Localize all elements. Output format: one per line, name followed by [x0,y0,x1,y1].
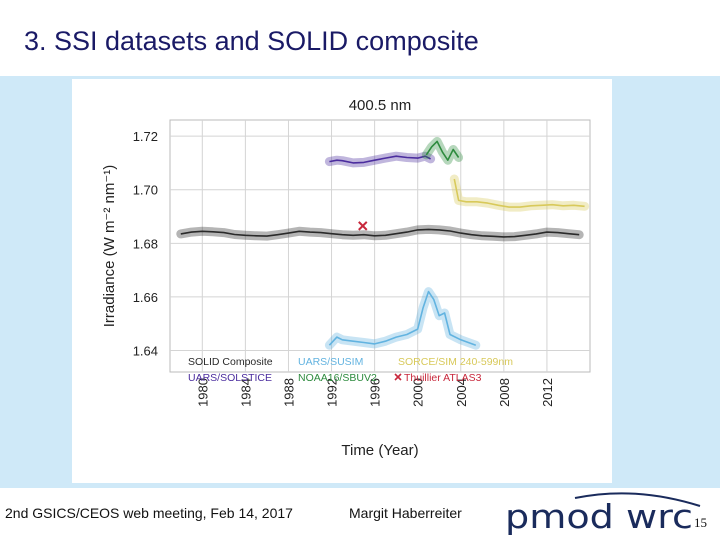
series-line-noaa16-sbuv2 [425,140,460,161]
x-tick-label: 1996 [368,378,383,407]
series-line-solid-composite [180,228,580,238]
y-tick-label: 1.72 [133,129,158,144]
slide-title: 3. SSI datasets and SOLID composite [24,26,479,56]
legend-label-solid-composite: SOLID Composite [188,356,273,368]
legend-label-noaa16-sbuv2: NOAA16/SBUV2 [298,372,377,384]
x-tick-label: 2012 [540,378,555,407]
legend-label-thuillier-atlas3: Thuillier ATLAS3 [404,372,482,384]
title-divider [0,72,612,76]
series-line-uars-solstice [329,155,431,164]
footer-event: 2nd GSICS/CEOS web meeting, Feb 14, 2017 [5,505,293,521]
series-line-uars-susim [328,290,477,346]
x-tick-label: 2008 [497,378,512,407]
pmod-wrc-logo: pmod wrc [505,492,701,536]
x-tick-label: 1992 [325,378,340,407]
x-tick-label: 2000 [411,378,426,407]
legend-marker-thuillier-atlas3 [394,373,402,381]
y-tick-label: 1.70 [133,183,158,198]
irradiance-chart: 1980 1984 1988 1992 1996 2000 2004 2008 2012 1.64… [101,97,591,459]
legend-label-sorce-sim-240-599nm: SORCE/SIM 240-599nm [398,356,513,368]
x-tick-label: 1988 [281,378,296,407]
plot-area [169,119,591,373]
y-tick-label: 1.68 [133,236,158,251]
y-axis-label: Irradiance (W m⁻² nm⁻¹) [101,165,118,328]
marker-stroke [358,221,368,231]
legend: SOLID Composite UARS/SOLSTICE UARS/SUSIM NO… [188,356,513,384]
footer-author: Margit Haberreiter [349,505,462,521]
logo-swoosh [574,492,701,507]
legend-label-uars-solstice: UARS/SOLSTICE [188,372,272,384]
x-axis-label: Time (Year) [341,442,418,459]
page-number: 15 [694,515,707,530]
y-tick-label: 1.64 [133,344,158,359]
chart-title: 400.5 nm [349,97,412,114]
series-line-sorce-sim-240-599nm [453,178,585,208]
series-layer [176,136,590,350]
legend-label-uars-susim: UARS/SUSIM [298,356,363,368]
logo-text: pmod wrc [505,497,693,536]
x-tick-label: 2004 [454,378,469,407]
marker-stroke [394,373,402,381]
x-tick-label: 1980 [195,378,210,407]
data-point-thuillier-atlas3 [358,221,368,231]
tick-labels: 1980 1984 1988 1992 1996 2000 2004 2008 2012 1.64… [133,129,555,407]
y-tick-label: 1.66 [133,290,158,305]
x-tick-label: 1984 [238,378,253,407]
